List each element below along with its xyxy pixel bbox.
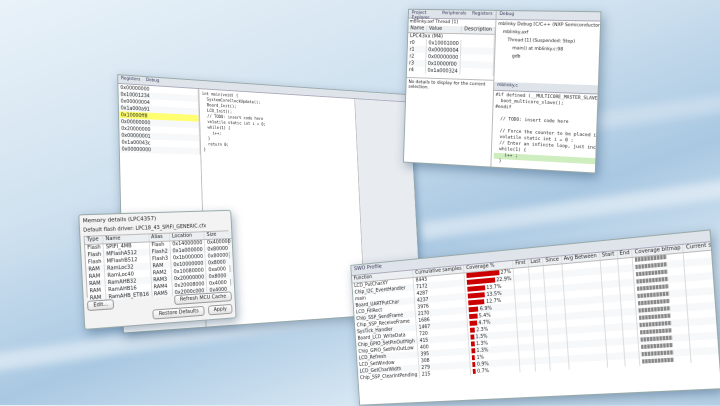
coverage-value: 4.7% (476, 318, 491, 326)
coverage-bitmap (635, 254, 668, 262)
profile-cell (568, 360, 608, 370)
apply-button[interactable]: Apply (207, 303, 233, 316)
profile-cell (519, 364, 536, 373)
coverage-value: 2.3% (474, 326, 489, 333)
debug-tree-item[interactable]: gdb (511, 54, 521, 60)
register-value: 0x1a000324 (425, 66, 461, 75)
coverage-bitmap (641, 349, 674, 356)
coverage-bar (467, 284, 485, 292)
coverage-value: 0.7% (475, 367, 490, 375)
coverage-bar (467, 291, 486, 299)
profile-cell (624, 358, 641, 367)
coverage-bitmap (640, 327, 673, 334)
coverage-value: 1% (474, 354, 485, 361)
edit-button[interactable]: Edit... (86, 299, 115, 312)
register-value: 0x00000000 (119, 145, 200, 155)
coverage-value: 1.3% (474, 339, 489, 347)
profile-cell (534, 363, 551, 372)
register-name: r4 (406, 66, 426, 74)
coverage-bar (468, 298, 485, 305)
profile-cell (550, 362, 569, 371)
coverage-value: 1.3% (474, 346, 489, 354)
tab-registers[interactable]: Registers (121, 76, 141, 83)
coverage-bitmap (640, 334, 673, 342)
registers-debug-window: Project Explorer Peripherals Registers mBl… (402, 8, 602, 174)
register-description (460, 67, 494, 76)
tab-debug[interactable]: Debug (145, 78, 160, 84)
coverage-value: 1.3% (473, 333, 488, 340)
memory-cell: Flash (84, 243, 104, 252)
coverage-bitmap (639, 312, 672, 320)
tab-swo-profile[interactable]: SWO Profile (353, 263, 382, 273)
coverage-value: 5.4% (477, 312, 491, 319)
coverage-value: 6.9% (478, 305, 493, 312)
tab-peripherals[interactable]: Peripherals (441, 11, 467, 17)
memory-details-dialog: Memory details (LPC4357) Default flash d… (78, 209, 237, 330)
coverage-bitmap (642, 357, 675, 364)
coverage-bitmap (638, 305, 671, 313)
column-header: Name (408, 25, 427, 33)
tab-registers[interactable]: Registers (471, 11, 493, 17)
profile-cell (606, 359, 625, 368)
register-row[interactable]: r4 0x1a000324 (406, 66, 494, 76)
tab-debug[interactable]: Debug (499, 11, 515, 18)
tab-editor[interactable]: mblinky.c (496, 82, 518, 89)
register-row[interactable]: 0x00000000 (119, 145, 200, 155)
coverage-bitmap (639, 320, 672, 327)
code-editor[interactable]: #if defined (__MULTICORE_MASTER_SLAVE_M0… (491, 91, 602, 174)
tab-project-explorer[interactable]: Project Explorer (411, 10, 430, 21)
restore-defaults-button[interactable]: Restore Defaults (152, 305, 205, 320)
no-details-text: No details to display for the current se… (406, 76, 494, 95)
coverage-value: 0.9% (475, 360, 490, 368)
coverage-bitmap (641, 342, 674, 349)
